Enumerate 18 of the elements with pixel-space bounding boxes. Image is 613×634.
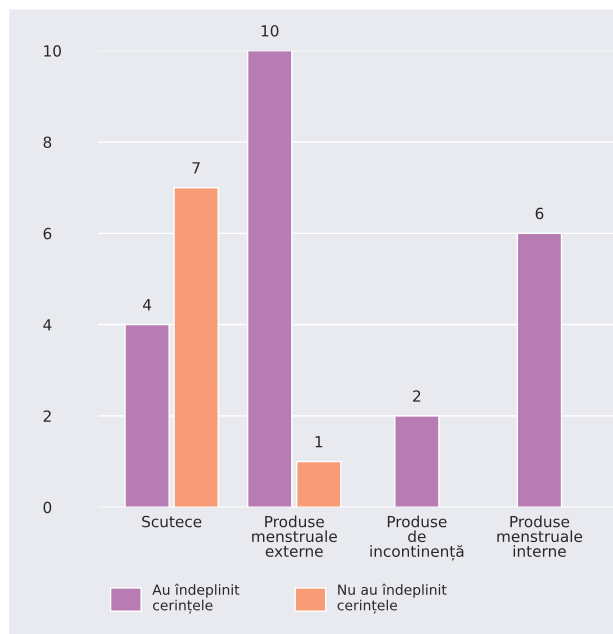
y-tick-label: 2 <box>44 410 51 422</box>
y-tick-label: 0 <box>44 502 52 514</box>
y-tick-label: 10 <box>44 45 61 57</box>
data-label: 2 <box>413 390 420 402</box>
legend-label: Au îndeplinit cerințele <box>152 584 240 614</box>
x-tick-label: Produse menstruale interne <box>497 516 582 557</box>
y-tick-label: 8 <box>44 136 52 148</box>
y-tick-label: 6 <box>44 228 52 240</box>
data-label: 10 <box>262 25 278 37</box>
data-label: 1 <box>316 436 322 448</box>
legend-label: Nu au îndeplinit cerințele <box>338 584 447 614</box>
data-label: 4 <box>143 299 152 310</box>
data-label: 6 <box>536 208 544 220</box>
data-label: 7 <box>192 162 200 174</box>
x-tick-label: Produse de incontinență <box>370 516 464 560</box>
y-tick-label: 4 <box>43 319 52 330</box>
x-tick-label: Produse menstruale externe <box>252 516 337 557</box>
x-tick-label: Scutece <box>142 516 202 528</box>
